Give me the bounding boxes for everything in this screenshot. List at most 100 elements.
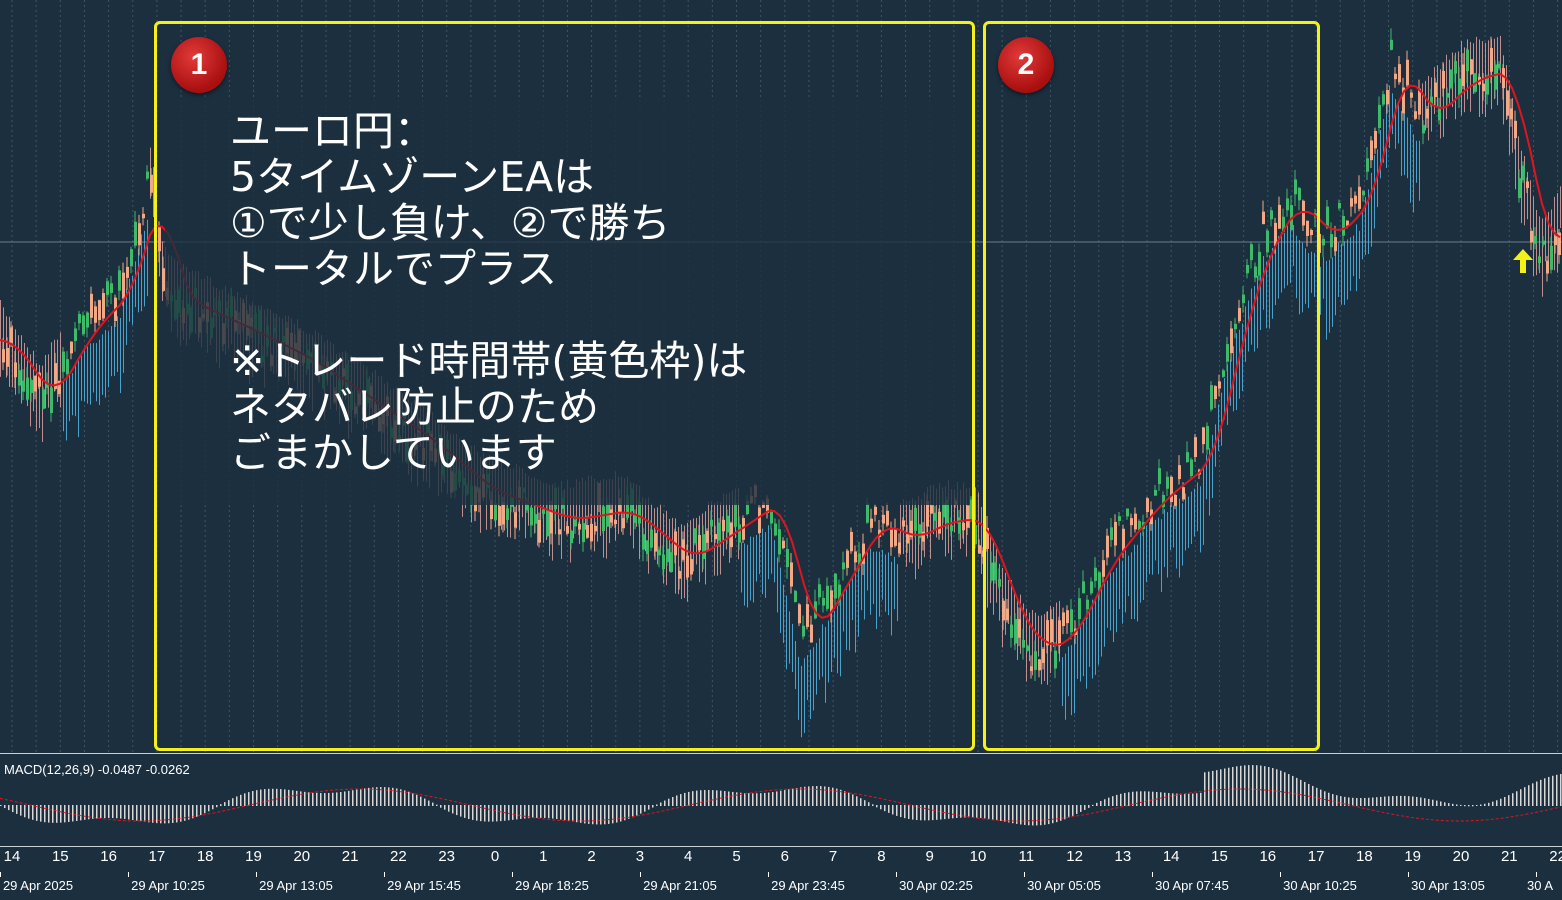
candle-body <box>998 578 1001 587</box>
macd-bar <box>952 805 954 819</box>
macd-bar <box>1132 791 1134 806</box>
macd-bar <box>280 789 282 806</box>
cloud-slice <box>117 316 118 372</box>
cloud-slice <box>963 482 964 544</box>
hour-tick-label: 21 <box>341 848 359 865</box>
macd-bar <box>824 786 826 806</box>
candle-body <box>1174 494 1177 506</box>
macd-bar <box>340 791 342 806</box>
candle-body <box>1522 165 1525 181</box>
cloud-slice <box>747 544 748 608</box>
cloud-slice <box>1362 210 1363 260</box>
candle-body <box>1130 518 1133 526</box>
cloud-slice <box>1548 211 1549 264</box>
candle-body <box>1038 659 1041 671</box>
cloud-slice <box>1281 232 1282 293</box>
cloud-slice <box>1056 602 1057 647</box>
cloud-slice <box>1101 588 1102 657</box>
cloud-slice <box>573 487 574 539</box>
candle-body <box>1234 323 1237 330</box>
candle-body <box>1226 344 1229 362</box>
macd-signal-line <box>0 788 1561 822</box>
cloud-slice <box>861 561 862 611</box>
cloud-slice <box>1215 424 1216 467</box>
candle-body <box>1434 82 1437 98</box>
hour-tick-label: 13 <box>1114 848 1132 865</box>
cloud-slice <box>1383 119 1384 163</box>
macd-bar <box>164 805 166 824</box>
cloud-slice <box>1029 612 1030 662</box>
macd-bar <box>1024 805 1026 825</box>
candle-body <box>670 552 673 573</box>
cloud-slice <box>39 364 40 429</box>
candle-body <box>1382 94 1385 105</box>
cloud-slice <box>594 479 595 552</box>
cloud-slice <box>597 481 598 542</box>
cloud-slice <box>90 343 91 405</box>
candle-body <box>1010 624 1013 638</box>
candle-body <box>1078 598 1081 619</box>
macd-bar <box>248 792 250 806</box>
macd-bar <box>580 805 582 823</box>
cloud-slice <box>1146 525 1147 583</box>
macd-bar <box>1116 794 1118 806</box>
candle-body <box>1090 581 1093 594</box>
macd-bar <box>288 789 290 806</box>
cloud-slice <box>1083 619 1084 677</box>
cloud-slice <box>1194 488 1195 537</box>
cloud-slice <box>1134 544 1135 620</box>
candle-body <box>1158 468 1161 485</box>
macd-bar <box>196 805 198 817</box>
macd-bar <box>1376 797 1378 806</box>
macd-bar <box>620 805 622 822</box>
candle-body <box>878 529 881 537</box>
cloud-slice <box>1326 260 1327 340</box>
candle-body <box>102 293 105 319</box>
cloud-slice <box>36 363 37 431</box>
candle-body <box>590 523 593 542</box>
candle-body <box>582 523 585 543</box>
macd-bar <box>148 805 150 823</box>
candle-body <box>794 590 797 603</box>
candle-body <box>146 171 149 179</box>
macd-bar <box>704 790 706 806</box>
cloud-slice <box>129 278 130 322</box>
macd-bar <box>460 805 462 817</box>
macd-bar <box>1040 805 1042 826</box>
candle-body <box>802 625 805 637</box>
candle-body <box>1126 508 1129 517</box>
cloud-slice <box>1380 130 1381 179</box>
candle-body <box>1458 78 1461 97</box>
cloud-slice <box>1098 586 1099 665</box>
candle-body <box>994 562 997 581</box>
cloud-slice <box>822 624 823 677</box>
candle-body <box>1250 244 1253 261</box>
macd-bar <box>992 805 994 820</box>
macd-bar <box>656 804 658 806</box>
candle-body <box>1166 476 1169 489</box>
cloud-slice <box>1359 230 1360 279</box>
overlay-line: ネタバレ防止のため <box>230 383 599 431</box>
cloud-slice <box>819 638 820 680</box>
macd-bar <box>812 786 814 806</box>
candle-body <box>1530 230 1533 243</box>
macd-bar <box>436 804 438 806</box>
macd-bar <box>948 805 950 819</box>
hour-tick-label: 12 <box>1066 848 1083 865</box>
candle-body <box>1546 260 1549 274</box>
macd-bar <box>892 805 894 815</box>
cloud-slice <box>1170 505 1171 551</box>
date-tick <box>1280 872 1281 877</box>
cloud-slice <box>138 248 139 313</box>
candle-body <box>942 503 945 518</box>
macd-bar <box>1412 796 1414 806</box>
cloud-slice <box>921 499 922 566</box>
candle-body <box>902 520 905 527</box>
macd-bar <box>40 805 42 822</box>
macd-bar <box>816 786 818 806</box>
cloud-slice <box>930 485 931 559</box>
macd-bar <box>1336 795 1338 806</box>
candle-body <box>46 382 49 388</box>
macd-panel[interactable] <box>0 755 1562 847</box>
macd-bar <box>1044 805 1046 825</box>
